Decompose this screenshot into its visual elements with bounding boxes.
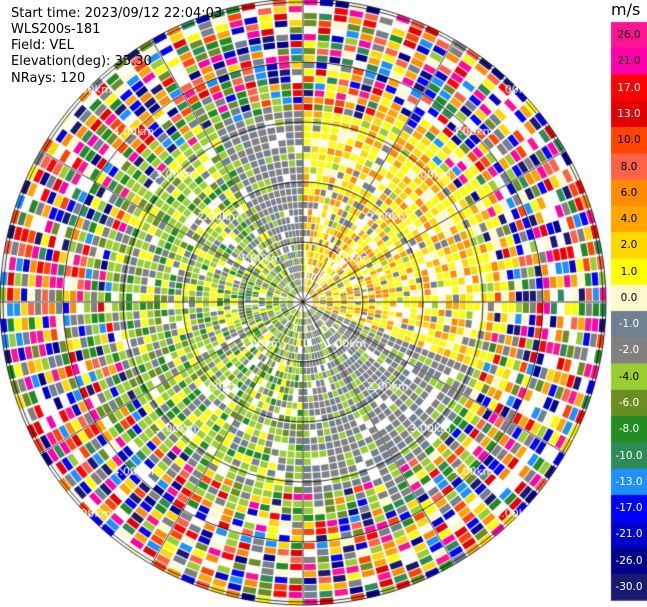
colorbar-tick-label: -17.0 bbox=[615, 502, 643, 515]
colorbar-unit: m/s bbox=[611, 0, 641, 19]
nrays-label: NRays: 120 bbox=[11, 71, 86, 86]
colorbar-tick-label: -4.0 bbox=[618, 370, 640, 383]
colorbar-tick-label: -10.0 bbox=[615, 449, 643, 462]
colorbar-tick-label: 10.0 bbox=[617, 134, 641, 147]
colorbar-tick-label: 2.0 bbox=[620, 239, 638, 252]
colorbar-tick-label: 8.0 bbox=[620, 160, 638, 173]
elevation-label: Elevation(deg): 35.30 bbox=[11, 54, 152, 69]
colorbar-tick-label: -26.0 bbox=[615, 554, 643, 567]
colorbar-tick-label: 13.0 bbox=[617, 107, 641, 120]
colorbar-tick-label: -1.0 bbox=[618, 318, 640, 331]
colorbar-tick-label: 0.0 bbox=[620, 291, 638, 304]
colorbar-tick-label: -6.0 bbox=[618, 396, 640, 409]
start-time-label: Start time: 2023/09/12 22:04:03 bbox=[11, 6, 223, 21]
colorbar-tick-label: 1.0 bbox=[620, 265, 638, 278]
colorbar-tick-label: 6.0 bbox=[620, 186, 638, 199]
colorbar-tick-label: -2.0 bbox=[618, 344, 640, 357]
colorbar-tick-label: 26.0 bbox=[617, 29, 641, 42]
colorbar-tick-label: 17.0 bbox=[617, 81, 641, 94]
field-label: Field: VEL bbox=[11, 38, 74, 53]
site-label: WLS200s-181 bbox=[11, 22, 101, 37]
colorbar-tick-label: -13.0 bbox=[615, 475, 643, 488]
colorbar-tick-label: -8.0 bbox=[618, 423, 640, 436]
colorbar-tick-label: 4.0 bbox=[620, 213, 638, 226]
colorbar-tick-label: -21.0 bbox=[615, 528, 643, 541]
colorbar-tick-label: -30.0 bbox=[615, 580, 643, 593]
colorbar-tick-label: 21.0 bbox=[617, 55, 641, 68]
